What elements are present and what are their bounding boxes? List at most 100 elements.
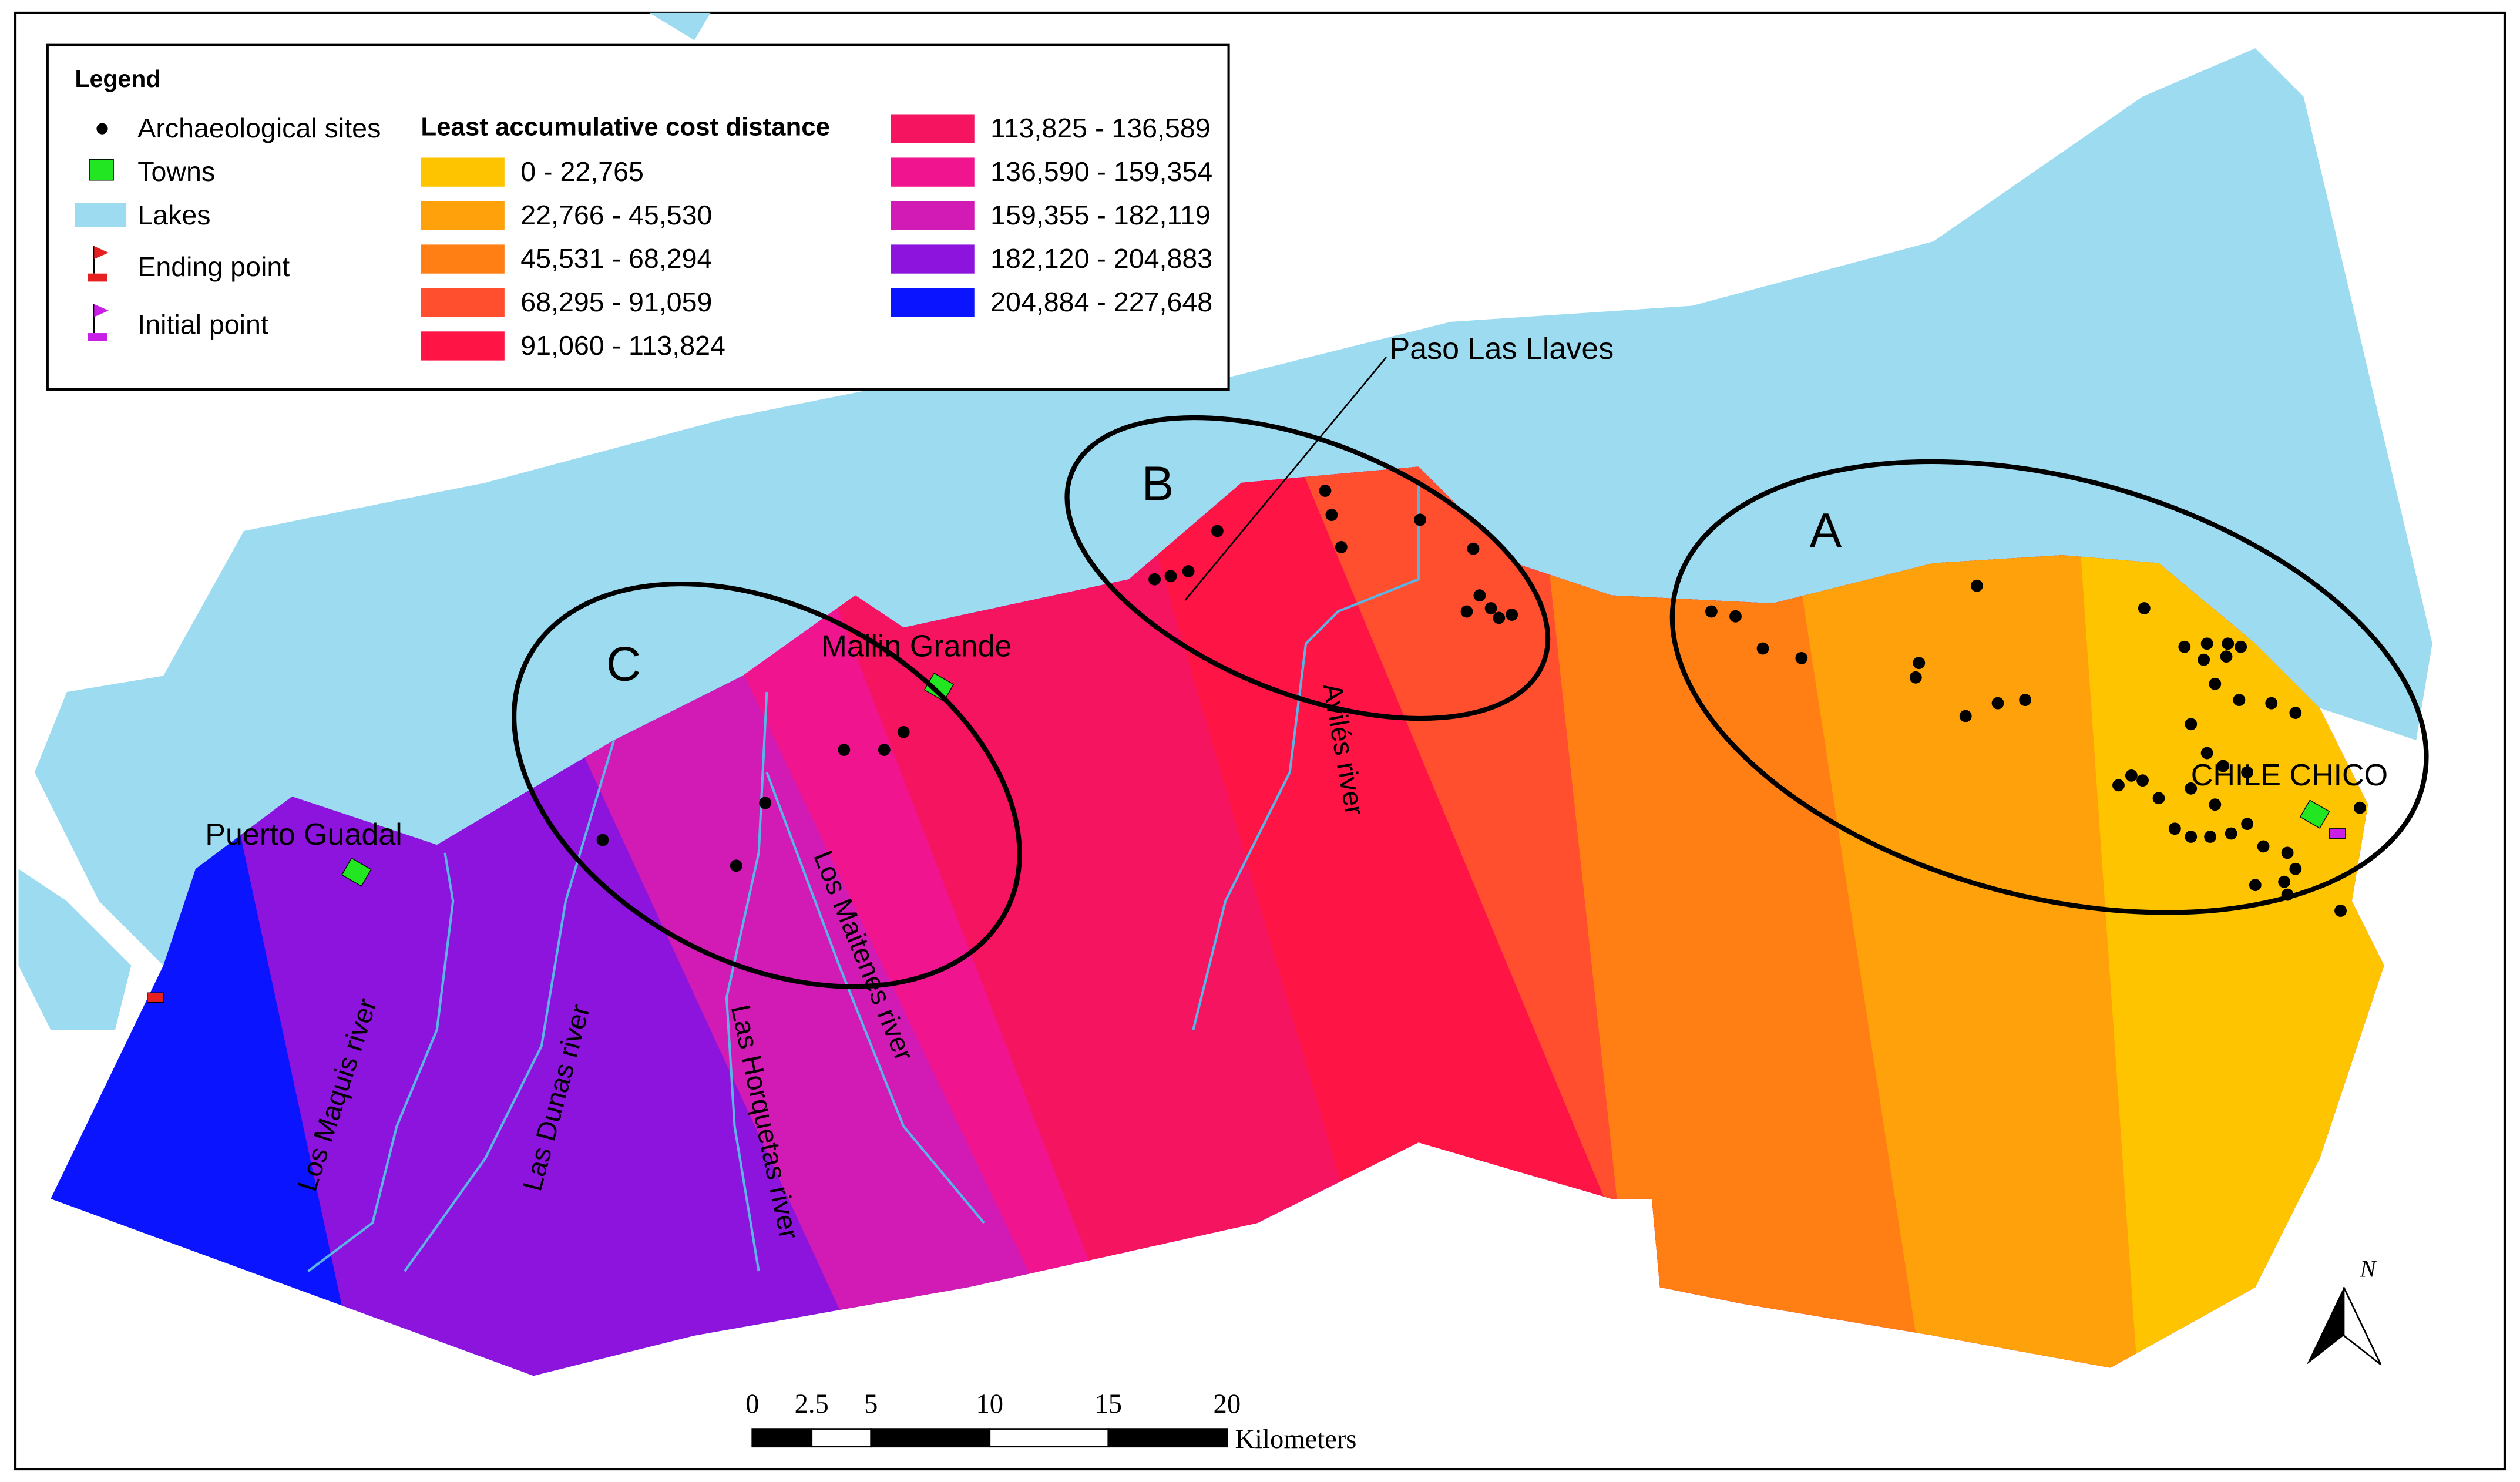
archaeological-site [897,726,910,738]
leader-line [1184,357,1387,601]
archaeological-site [2281,846,2294,859]
river [307,852,455,1272]
archaeological-site [1182,565,1195,577]
legend-label: Initial point [137,309,268,340]
scale-tick-label: 0 [745,1389,759,1419]
archaeological-site [2220,650,2233,663]
scale-unit: Kilometers [1235,1424,1357,1454]
archaeological-site [838,744,851,756]
archaeological-site [1970,579,1983,592]
archaeological-site [2152,792,2165,805]
area-ellipse [1669,459,2429,915]
archaeological-site [759,797,772,809]
area-label: A [1809,504,1842,557]
archaeological-site [2019,694,2032,707]
scale-segment [989,1428,1110,1448]
north-label: N [2359,1255,2377,1282]
archaeological-site [2209,677,2222,690]
legend-site-symbol [96,123,108,135]
initial-point [2329,828,2346,839]
legend-swatch [891,157,975,187]
place-label: CHILE CHICO [2191,758,2388,792]
scale-segment [751,1428,813,1448]
legend-class-label: 204,884 - 227,648 [990,287,1212,317]
archaeological-site [1909,671,1922,684]
legend-swatch [421,244,505,274]
legend-class-label: 159,355 - 182,119 [990,200,1211,230]
archaeological-site [1729,610,1742,623]
archaeological-site [2168,822,2181,835]
place-label: Puerto Guadal [205,818,402,852]
archaeological-site [1913,657,1926,670]
legend-initial-symbol [88,304,109,341]
river [765,772,985,1224]
archaeological-site [878,744,891,756]
town [341,858,372,887]
lake [18,869,132,1030]
scale-tick-label: 20 [1214,1389,1241,1419]
archaeological-site [1325,509,1338,522]
archaeological-site [1319,485,1332,497]
lake [649,12,711,41]
legend-swatch [891,244,975,274]
archaeological-site [1148,573,1161,586]
archaeological-site [2265,697,2278,710]
archaeological-site [596,834,609,846]
legend-swatch [891,201,975,230]
legend-class-label: 136,590 - 159,354 [990,156,1212,187]
river [1192,482,1420,1030]
river [404,740,616,1272]
legend-label: Towns [137,156,215,187]
archaeological-site [2289,862,2302,875]
archaeological-site [2198,653,2210,666]
archaeological-site [1991,697,2004,710]
legend-label: Lakes [137,200,210,230]
archaeological-site [1756,642,1769,655]
archaeological-site [2225,827,2237,840]
area-ellipse [1064,415,1551,721]
lake [34,48,2432,966]
scale-segment [1107,1428,1228,1448]
legend-cost-title: Least accumulative cost distance [421,113,830,142]
archaeological-site [2241,766,2254,779]
legend-title: Legend [75,65,160,92]
legend-swatch [891,114,975,143]
scale-segment [870,1428,991,1448]
archaeological-site [730,859,742,872]
area-label: B [1142,458,1174,511]
town [2299,799,2330,829]
archaeological-site [2249,879,2262,892]
archaeological-site [2112,779,2125,792]
legend-swatch [421,288,505,317]
archaeological-site [2235,640,2247,653]
archaeological-site [2222,637,2235,650]
archaeological-site [1211,525,1224,537]
cost-zone [2070,466,2384,1376]
archaeological-site [1484,602,1497,614]
archaeological-site [1493,611,1506,624]
archaeological-site [2185,831,2198,843]
area-ellipse [511,581,1022,989]
legend-class-label: 182,120 - 204,883 [990,243,1212,274]
legend-label: Archaeological sites [137,113,381,143]
scale-tick-label: 10 [976,1389,1003,1419]
archaeological-site [2178,640,2191,653]
archaeological-site [2136,774,2149,787]
legend-class-label: 113,825 - 136,589 [990,113,1211,143]
legend-lake-symbol [75,203,127,227]
archaeological-site [2209,798,2222,811]
archaeological-site [2185,782,2198,795]
archaeological-site [2334,905,2347,917]
archaeological-site [2278,875,2291,888]
archaeological-site [1460,605,1473,618]
legend-swatch [891,288,975,317]
archaeological-site [1705,605,1718,618]
legend-swatch [421,157,505,187]
archaeological-site [2289,707,2302,719]
legend-box [46,43,1230,391]
legend-swatch [421,201,505,230]
archaeological-site [2200,747,2213,760]
archaeological-site [2217,760,2229,772]
archaeological-site [1164,570,1177,583]
legend-class-label: 22,766 - 45,530 [520,200,712,230]
